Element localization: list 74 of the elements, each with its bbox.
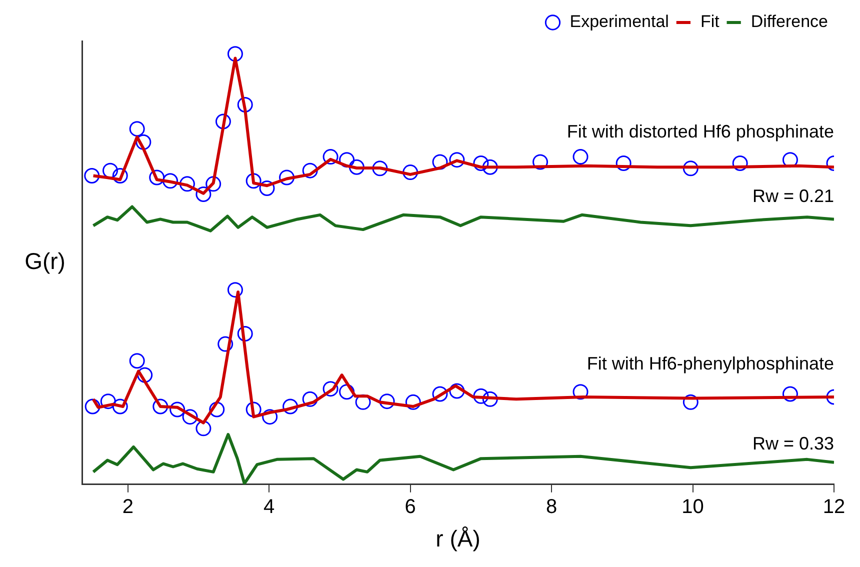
point <box>473 388 489 404</box>
point <box>246 402 262 418</box>
point <box>182 409 198 425</box>
point <box>262 409 278 425</box>
legend-label: Difference <box>750 12 828 32</box>
point <box>136 134 152 150</box>
x-axis-title: r (Å) <box>436 526 480 552</box>
point <box>215 114 231 130</box>
point <box>732 156 748 172</box>
point <box>322 149 338 165</box>
x-tick-label: 8 <box>546 496 558 518</box>
annotation: Fit with distorted Hf6 phosphinate <box>566 122 834 142</box>
point <box>379 394 395 410</box>
legend-label: Fit <box>700 12 720 32</box>
point <box>432 386 448 402</box>
point <box>302 391 318 407</box>
point <box>84 168 100 184</box>
point <box>432 154 448 170</box>
point <box>112 168 128 184</box>
point <box>170 402 186 418</box>
point <box>179 176 195 192</box>
point <box>149 170 165 186</box>
point <box>218 336 234 352</box>
point <box>402 164 418 180</box>
point <box>227 46 243 62</box>
point <box>532 154 548 170</box>
point <box>112 398 128 414</box>
point <box>84 398 100 414</box>
point <box>259 180 275 196</box>
point <box>339 384 355 400</box>
point <box>100 394 116 410</box>
x-tick-label: 12 <box>822 496 846 518</box>
point <box>196 186 212 202</box>
point <box>102 162 118 178</box>
point <box>162 173 178 189</box>
point <box>682 394 698 410</box>
y-axis-title: G(r) <box>24 248 66 274</box>
point <box>246 173 262 189</box>
point <box>482 391 498 407</box>
annotation: Rw = 0.33 <box>752 433 834 454</box>
point <box>372 160 388 176</box>
point <box>482 159 498 175</box>
annotation: Rw = 0.21 <box>752 186 834 206</box>
point <box>227 282 243 298</box>
point <box>572 149 588 165</box>
point <box>572 384 588 400</box>
x-tick-label: 2 <box>122 496 134 518</box>
x-tick-label: 6 <box>404 496 416 518</box>
point <box>782 386 798 402</box>
point <box>282 398 298 414</box>
point <box>137 367 153 383</box>
point <box>616 156 632 172</box>
point <box>473 156 489 172</box>
point <box>405 394 421 410</box>
point <box>129 121 145 137</box>
point <box>237 96 253 112</box>
point <box>196 420 212 436</box>
point <box>339 152 355 168</box>
point <box>209 402 225 418</box>
point <box>449 152 465 168</box>
point <box>206 176 222 192</box>
point <box>237 326 253 342</box>
point <box>279 170 295 186</box>
point <box>152 398 168 414</box>
point <box>302 162 318 178</box>
x-tick-label: 10 <box>682 496 704 518</box>
point <box>348 159 364 175</box>
x-tick-label: 4 <box>264 496 275 518</box>
point <box>322 381 338 397</box>
point <box>129 353 145 369</box>
annotation: Fit with Hf6-phenylphosphinate <box>586 354 834 374</box>
legend-label: Experimental <box>570 12 669 32</box>
point <box>449 383 465 399</box>
point <box>682 160 698 176</box>
